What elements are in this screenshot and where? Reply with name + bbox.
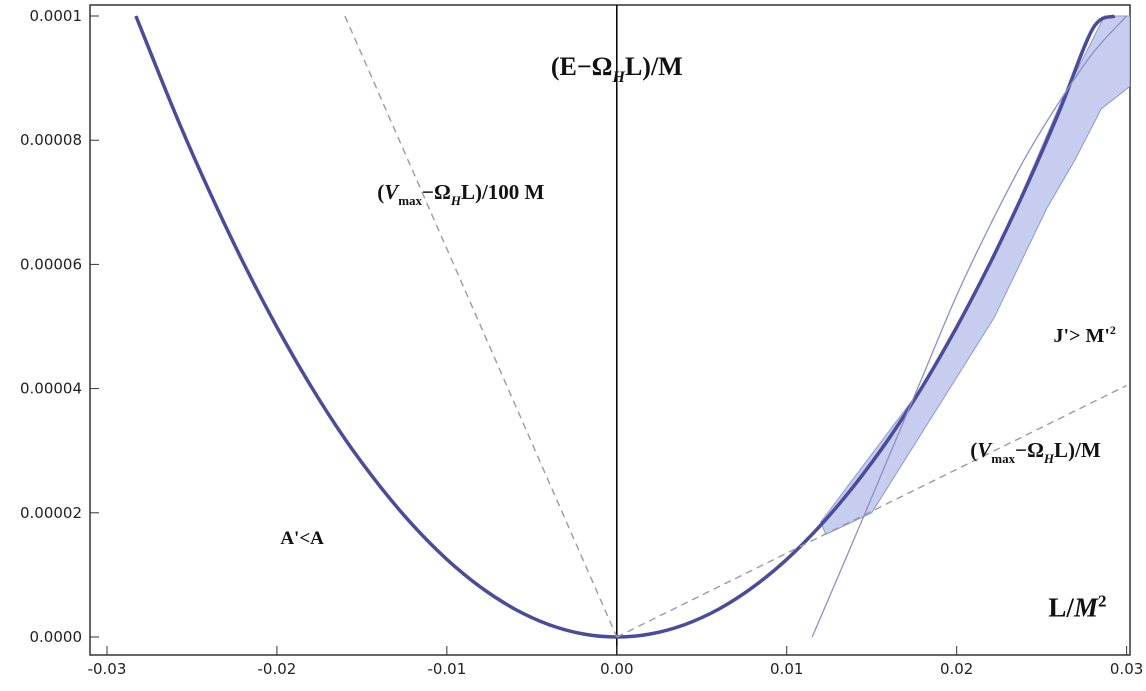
annotation-0-part-1: H [612, 69, 626, 86]
annotation-0-part-2: L)/M [625, 52, 683, 81]
x-tick-label-0: -0.03 [88, 660, 127, 678]
annotation-4: A'<A [280, 528, 324, 549]
annotation-1-part-3: −Ω [422, 180, 451, 204]
y-tick-label-0: 0.0000 [30, 628, 83, 646]
series-line-2 [616, 384, 1127, 638]
y-tick-label-1: 0.00002 [20, 504, 82, 522]
x-tick-label-1: -0.02 [258, 660, 297, 678]
x-tick-label-5: 0.02 [940, 660, 973, 678]
series-line-1 [344, 15, 618, 638]
y-tick-label-2: 0.00004 [20, 380, 82, 398]
x-tick-label-4: 0.01 [770, 660, 803, 678]
annotation-2-part-4: H [1043, 451, 1055, 466]
series-line-3 [811, 15, 1128, 638]
annotation-2-part-0: ( [970, 438, 977, 462]
annotation-3: J'> M'2 [1054, 323, 1116, 347]
annotation-2-part-2: max [991, 451, 1015, 466]
y-tick-label-4: 0.00008 [20, 131, 82, 149]
annotation-0: (E−ΩHL)/M [551, 52, 683, 86]
annotation-4-part-0: A'<A [280, 528, 324, 549]
annotation-2-part-1: V [977, 438, 993, 462]
series-line-0 [134, 14, 1116, 639]
annotation-1: (Vmax−ΩHL)/100 M [377, 180, 544, 208]
annotation-5-part-1: M [1073, 593, 1099, 623]
y-tick-label-3: 0.00006 [20, 255, 82, 273]
plot-frame [89, 4, 1131, 656]
annotation-1-part-2: max [398, 193, 422, 208]
x-tick-label-6: 0.03 [1110, 660, 1143, 678]
annotation-3-part-1: 2 [1110, 323, 1116, 337]
annotation-1-part-4: H [450, 193, 462, 208]
annotation-1-part-5: L)/100 M [461, 180, 545, 204]
annotation-0-part-0: (E−Ω [551, 52, 613, 81]
annotation-2-part-5: L)/M [1054, 438, 1101, 462]
x-tick-label-2: -0.01 [427, 660, 466, 678]
annotation-1-part-1: V [384, 180, 400, 204]
annotation-3-part-0: J'> M' [1054, 325, 1110, 347]
annotation-2-part-3: −Ω [1015, 438, 1044, 462]
annotation-2: (Vmax−ΩHL)/M [970, 438, 1101, 466]
annotation-1-part-0: ( [377, 180, 384, 204]
annotation-5-part-0: L/ [1048, 593, 1074, 623]
annotation-5: L/M2 [1048, 592, 1106, 623]
x-tick-label-3: 0.00 [600, 660, 633, 678]
annotation-5-part-2: 2 [1098, 592, 1107, 611]
y-tick-label-5: 0.0001 [30, 7, 83, 25]
